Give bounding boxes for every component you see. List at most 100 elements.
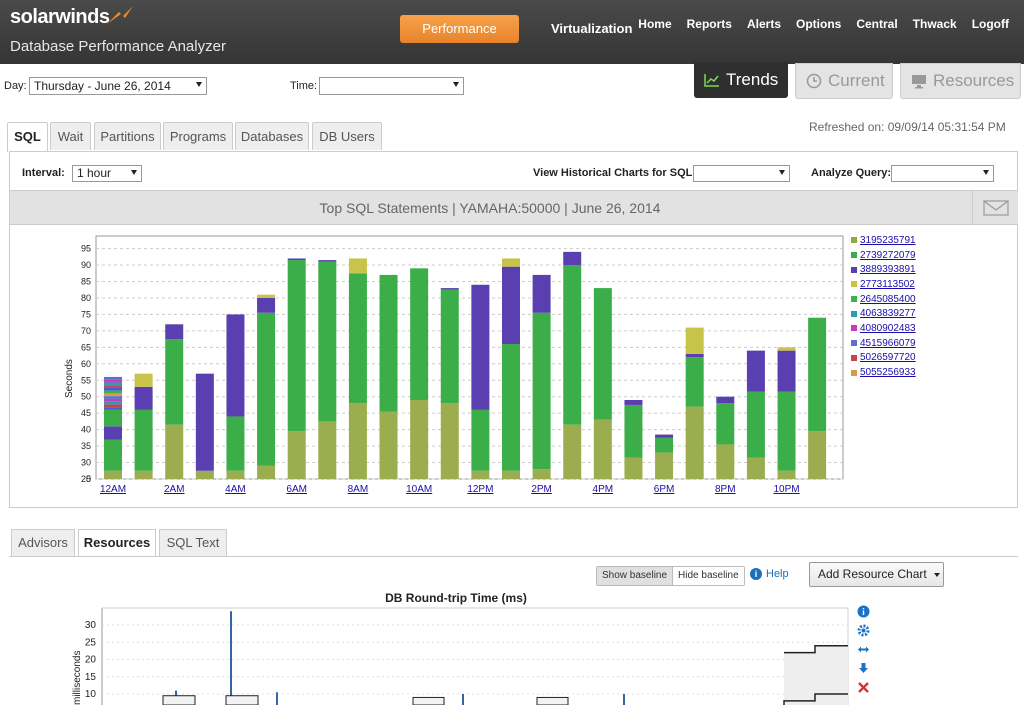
historical-label: View Historical Charts for SQL:: [533, 167, 697, 179]
download-icon[interactable]: [857, 662, 870, 675]
baseline-toggle: Show baseline Hide baseline: [596, 566, 745, 586]
round-trip-chart-title: DB Round-trip Time (ms): [385, 591, 527, 605]
chart-title: Top SQL Statements | YAMAHA:50000 | June…: [319, 200, 661, 216]
legend-swatch: [851, 340, 857, 347]
tab-wait[interactable]: Wait: [50, 122, 91, 150]
nav-central[interactable]: Central: [856, 17, 898, 31]
legend-swatch: [851, 354, 857, 361]
clock-icon: [806, 73, 822, 89]
legend-item[interactable]: 4080902483: [851, 321, 916, 336]
brand-logo[interactable]: solarwinds: [10, 6, 110, 28]
legend-swatch: [851, 310, 857, 317]
refreshed-timestamp: Refreshed on: 09/09/14 05:31:54 PM: [809, 120, 1006, 134]
monitor-icon: [912, 74, 926, 88]
rt-y-tick-label: 15: [85, 672, 97, 683]
legend-item[interactable]: 2739272079: [851, 248, 916, 263]
legend-swatch: [851, 369, 857, 376]
legend-item[interactable]: 3195235791: [851, 233, 916, 248]
nav-home[interactable]: Home: [638, 17, 672, 31]
tab-databases[interactable]: Databases: [235, 122, 309, 150]
day-select[interactable]: Thursday - June 26, 2014: [29, 77, 207, 95]
legend-link[interactable]: 5055256933: [860, 367, 916, 379]
legend-link[interactable]: 4063839277: [860, 308, 916, 320]
rt-baseline-box: [412, 696, 445, 705]
bottom-divider: [9, 556, 1018, 557]
product-name: Database Performance Analyzer: [10, 38, 226, 55]
mail-icon: [983, 200, 1009, 216]
legend-link[interactable]: 2645085400: [860, 293, 916, 305]
legend-link[interactable]: 3195235791: [860, 234, 916, 246]
interval-select-value: 1 hour: [77, 166, 112, 180]
legend-item[interactable]: 5055256933: [851, 365, 916, 380]
analyze-label: Analyze Query:: [811, 167, 892, 179]
resources-view-button[interactable]: Resources: [900, 63, 1021, 99]
analyze-select[interactable]: [891, 165, 994, 182]
nav-alerts[interactable]: Alerts: [746, 17, 781, 31]
help-link[interactable]: i Help: [750, 568, 789, 580]
close-icon[interactable]: [857, 681, 870, 694]
legend-swatch: [851, 281, 857, 288]
nav-options[interactable]: Options: [796, 17, 842, 31]
trend-chart-icon: [704, 74, 719, 87]
tab-resources[interactable]: Resources: [78, 529, 156, 557]
chevron-down-icon: [131, 170, 137, 175]
legend-link[interactable]: 4080902483: [860, 322, 916, 334]
nav-thwack[interactable]: Thwack: [912, 17, 957, 31]
resize-icon[interactable]: [857, 643, 870, 656]
legend-item[interactable]: 4063839277: [851, 306, 916, 321]
tab-sql[interactable]: SQL: [7, 122, 48, 152]
current-label: Current: [828, 71, 885, 90]
trends-label: Trends: [726, 70, 779, 89]
rt-baseline-lower: [783, 693, 848, 705]
virtualization-button[interactable]: Virtualization: [551, 21, 633, 36]
add-resource-chart-button[interactable]: Add Resource Chart: [809, 562, 944, 587]
tab-advisors[interactable]: Advisors: [11, 529, 75, 556]
chevron-down-icon: [983, 170, 989, 175]
trends-view-button[interactable]: Trends: [694, 62, 788, 98]
rt-y-tick-label: 10: [85, 689, 97, 700]
legend-link[interactable]: 2773113502: [860, 278, 915, 290]
help-label: Help: [766, 568, 789, 580]
current-view-button[interactable]: Current: [795, 63, 893, 99]
legend-swatch: [851, 325, 857, 332]
rt-baseline-area: [784, 645, 848, 705]
interval-label: Interval:: [22, 167, 65, 179]
day-label: Day:: [4, 80, 27, 92]
chart-legend: 3195235791 2739272079 3889393891 2773113…: [851, 233, 916, 380]
legend-item[interactable]: 3889393891: [851, 262, 916, 277]
legend-link[interactable]: 4515966079: [860, 337, 916, 349]
legend-link[interactable]: 2739272079: [860, 249, 916, 261]
info-icon: i: [750, 568, 762, 580]
chevron-down-icon: [779, 170, 785, 175]
legend-item[interactable]: 2645085400: [851, 292, 916, 307]
nav-reports[interactable]: Reports: [686, 17, 732, 31]
chevron-down-icon: [453, 82, 459, 87]
email-button[interactable]: [972, 191, 1018, 224]
tab-db-users[interactable]: DB Users: [312, 122, 382, 150]
chevron-down-icon: [196, 82, 202, 87]
tab-sql-text[interactable]: SQL Text: [159, 529, 227, 556]
legend-link[interactable]: 5026597720: [860, 352, 916, 364]
legend-link[interactable]: 3889393891: [860, 264, 916, 276]
gear-icon[interactable]: [857, 624, 870, 637]
info-icon[interactable]: [857, 605, 870, 618]
interval-select[interactable]: 1 hour: [72, 165, 142, 182]
nav-logoff[interactable]: Logoff: [971, 17, 1009, 31]
time-select[interactable]: [319, 77, 464, 95]
time-label: Time:: [290, 80, 318, 92]
tab-partitions[interactable]: Partitions: [94, 122, 161, 150]
hide-baseline-button[interactable]: Hide baseline: [673, 567, 744, 585]
legend-item[interactable]: 4515966079: [851, 336, 916, 351]
resources-label: Resources: [933, 71, 1015, 90]
tab-programs[interactable]: Programs: [163, 122, 233, 150]
historical-select[interactable]: [693, 165, 790, 182]
legend-item[interactable]: 5026597720: [851, 351, 916, 366]
day-select-value: Thursday - June 26, 2014: [34, 79, 171, 93]
top-navigation: Home Reports Alerts Options Central Thwa…: [638, 17, 1009, 31]
chart-title-bar: Top SQL Statements | YAMAHA:50000 | June…: [10, 190, 1018, 225]
performance-button[interactable]: Performance: [400, 15, 519, 43]
show-baseline-button[interactable]: Show baseline: [597, 567, 674, 585]
rt-y-tick-label: 20: [85, 655, 97, 666]
rt-baseline-box: [225, 695, 259, 705]
legend-item[interactable]: 2773113502: [851, 277, 916, 292]
